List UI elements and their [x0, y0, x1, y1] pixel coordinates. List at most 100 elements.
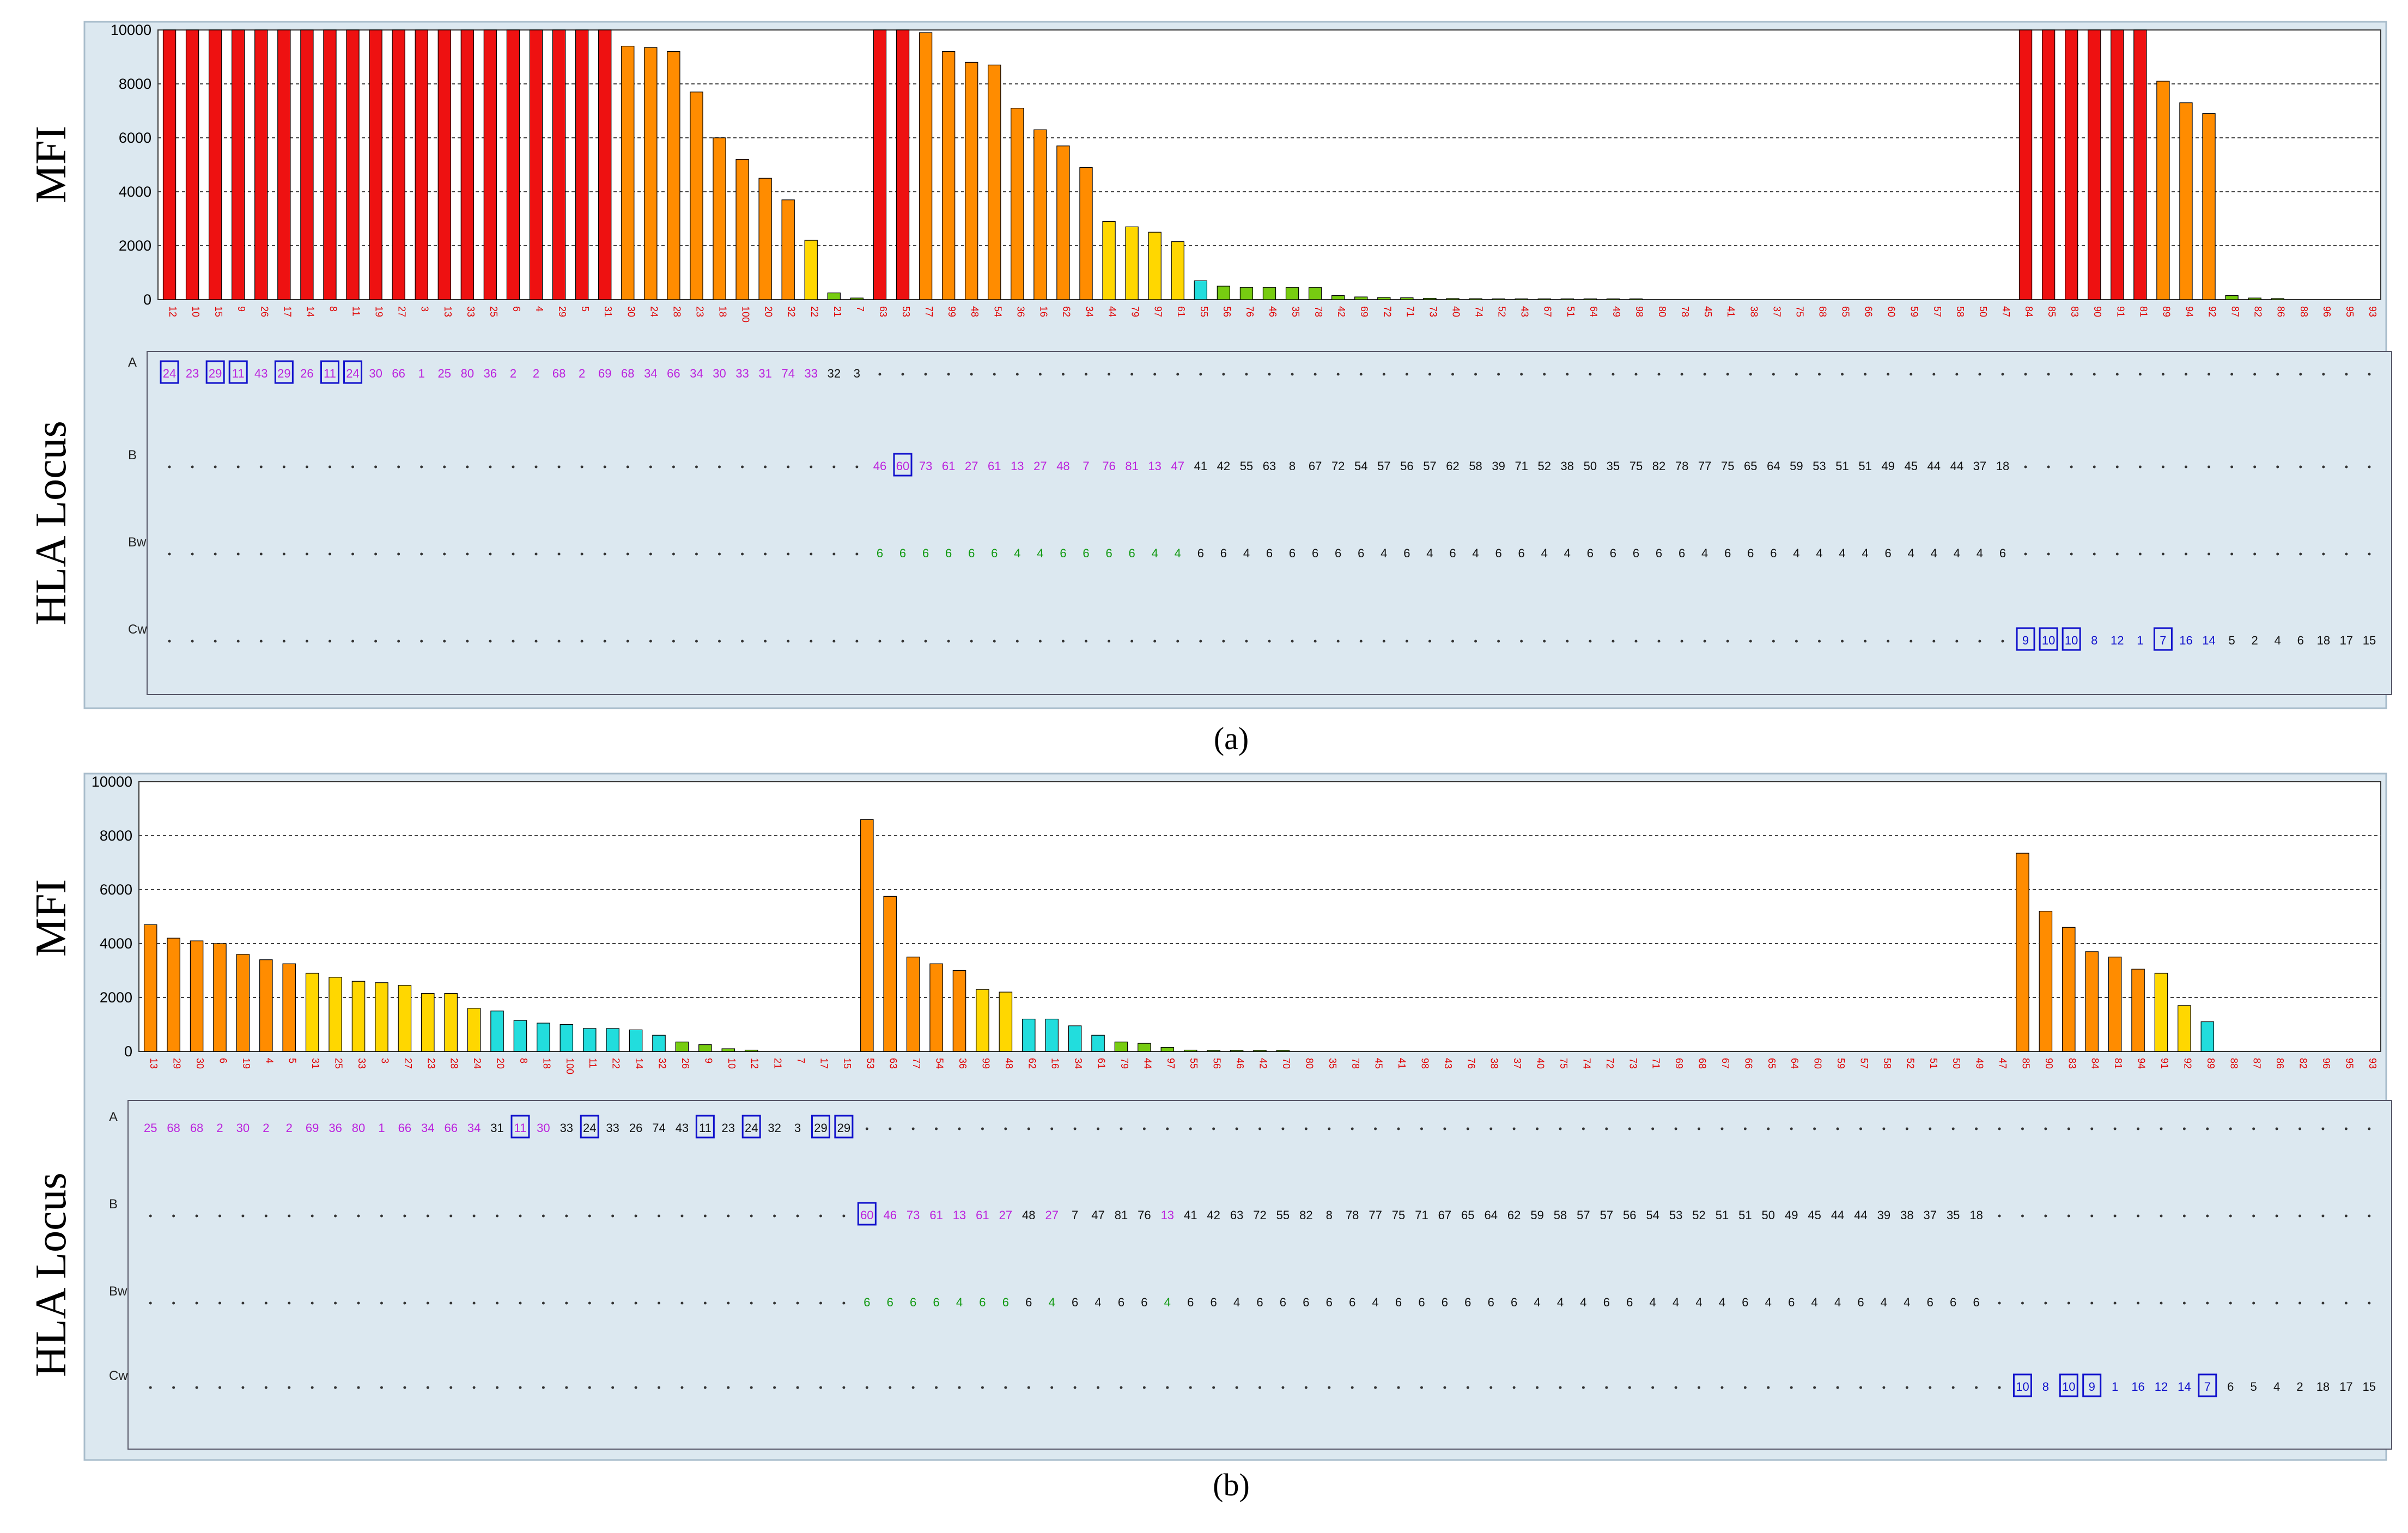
locus-empty-dot	[2044, 1127, 2047, 1130]
locus-cell: 61	[988, 459, 1001, 473]
bar-category-label: 31	[310, 1058, 321, 1069]
locus-cell: 60	[860, 1208, 873, 1222]
locus-cell-highlight	[274, 360, 294, 384]
locus-empty-dot	[1582, 1127, 1585, 1130]
locus-cell: 23	[186, 367, 199, 380]
locus-empty-dot	[626, 640, 629, 643]
locus-cell: 30	[537, 1121, 550, 1135]
bar-category-label: 91	[2115, 306, 2126, 317]
locus-empty-dot	[1405, 373, 1408, 376]
locus-cell: 16	[2131, 1380, 2144, 1394]
locus-cell: 24	[583, 1121, 596, 1135]
bar-category-label: 60	[1813, 1058, 1823, 1069]
bar	[1285, 287, 1299, 300]
locus-cell: 6	[1973, 1295, 1979, 1309]
locus-cell: 41	[1184, 1208, 1197, 1222]
locus-cell: 43	[254, 367, 267, 380]
locus-empty-dot	[2299, 552, 2302, 556]
locus-empty-dot	[2184, 465, 2187, 469]
bar-category-label: 63	[888, 1058, 899, 1069]
locus-cell: 37	[1973, 459, 1986, 473]
locus-empty-dot	[1955, 373, 1959, 376]
bar	[2179, 102, 2193, 300]
locus-empty-dot	[264, 1301, 267, 1305]
locus-empty-dot	[727, 1214, 730, 1218]
bar	[2108, 957, 2122, 1052]
bar-category-label: 40	[1450, 306, 1461, 317]
locus-empty-dot	[334, 1301, 337, 1305]
locus-cell: 59	[1790, 459, 1803, 473]
locus-empty-dot	[1813, 1127, 1816, 1130]
locus-empty-dot	[1428, 373, 1431, 376]
locus-cell-highlight	[2039, 627, 2058, 651]
locus-cell: 6	[933, 1295, 939, 1309]
locus-empty-dot	[542, 1301, 545, 1305]
locus-empty-dot	[2206, 1214, 2209, 1218]
locus-row-label: Bw	[128, 535, 147, 550]
locus-empty-dot	[764, 465, 767, 469]
bar-category-label: 27	[397, 306, 408, 317]
locus-cell: 5	[2228, 634, 2235, 647]
bar-category-label: 24	[472, 1058, 483, 1069]
bar-category-label: 59	[1835, 1058, 1846, 1069]
locus-empty-dot	[443, 552, 446, 556]
bar	[232, 29, 245, 300]
locus-empty-dot	[1841, 373, 1844, 376]
bar	[952, 970, 966, 1052]
bar	[2062, 927, 2076, 1052]
bar-category-label: 60	[1886, 306, 1897, 317]
locus-cell: 71	[1415, 1208, 1428, 1222]
bar-category-label: 32	[657, 1058, 668, 1069]
bar	[988, 64, 1001, 300]
locus-cell: 44	[1927, 459, 1941, 473]
bar	[2088, 29, 2101, 300]
locus-empty-dot	[1212, 1127, 1215, 1130]
bar-category-label: 5	[580, 306, 591, 312]
locus-empty-dot	[259, 640, 263, 643]
bar-category-label: 65	[1766, 1058, 1777, 1069]
bar-category-label: 19	[374, 306, 385, 317]
locus-empty-dot	[557, 552, 561, 556]
locus-cell: 67	[1438, 1208, 1451, 1222]
locus-empty-dot	[351, 552, 355, 556]
locus-empty-dot	[750, 1301, 753, 1305]
locus-empty-dot	[351, 640, 355, 643]
locus-empty-dot	[842, 1301, 846, 1305]
bar-category-label: 14	[305, 306, 315, 317]
locus-empty-dot	[426, 1301, 429, 1305]
bar-category-label: 94	[2184, 306, 2194, 317]
bar-category-label: 53	[865, 1058, 875, 1069]
locus-empty-dot	[1720, 1127, 1724, 1130]
locus-empty-dot	[282, 640, 285, 643]
locus-empty-dot	[195, 1214, 198, 1218]
locus-empty-dot	[649, 552, 652, 556]
bar	[2133, 29, 2147, 300]
locus-cell: 6	[1495, 546, 1501, 560]
locus-cell: 33	[606, 1121, 619, 1135]
locus-empty-dot	[1864, 373, 1867, 376]
bar-category-label: 13	[148, 1058, 159, 1069]
locus-empty-dot	[1258, 1127, 1261, 1130]
locus-empty-dot	[512, 552, 515, 556]
bar-category-label: 90	[2092, 306, 2103, 317]
locus-cell: 6	[1770, 546, 1777, 560]
locus-cell: 35	[1607, 459, 1620, 473]
locus-cell: 77	[1369, 1208, 1382, 1222]
locus-empty-dot	[1016, 640, 1019, 643]
locus-cell: 13	[1161, 1208, 1174, 1222]
locus-empty-dot	[1061, 640, 1065, 643]
locus-cell: 54	[1646, 1208, 1659, 1222]
bar-category-label: 23	[694, 306, 705, 317]
bar	[277, 29, 291, 300]
locus-empty-dot	[970, 373, 973, 376]
locus-cell: 46	[883, 1208, 896, 1222]
bar	[444, 993, 458, 1052]
locus-empty-dot	[2321, 1301, 2325, 1305]
locus-empty-dot	[489, 552, 492, 556]
locus-row-label: B	[128, 448, 137, 463]
bar	[421, 993, 435, 1052]
locus-empty-dot	[1304, 1386, 1308, 1389]
bar-category-label: 28	[449, 1058, 460, 1069]
locus-cell: 39	[1877, 1208, 1890, 1222]
locus-empty-dot	[1841, 640, 1844, 643]
